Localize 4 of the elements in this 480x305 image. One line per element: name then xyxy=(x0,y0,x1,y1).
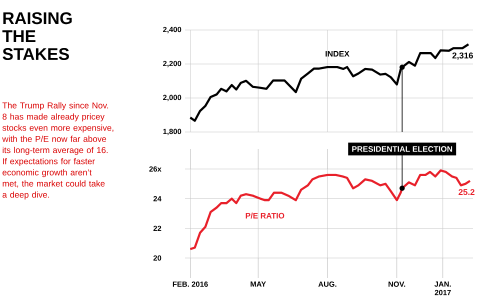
text: The Trump Rally since Nov. 8 has made already pricey stocks even more expensive, with the P/E now far above its long-term average of 16. If expectations for faster economic growth aren’t met, the market could take a deep dive. xyxy=(2,102,114,200)
text: RAISING THE STAKES xyxy=(2,12,72,60)
data-label: 2,316 xyxy=(452,52,473,60)
data-label: 25.2 xyxy=(458,189,474,196)
